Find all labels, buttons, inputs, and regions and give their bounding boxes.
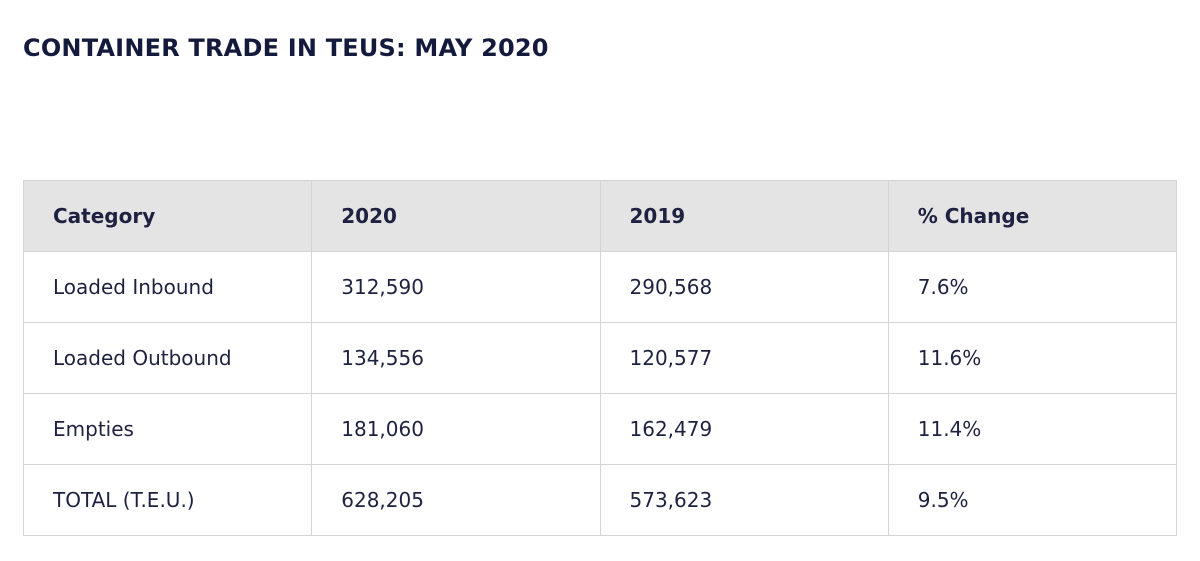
table-row: Loaded Outbound 134,556 120,577 11.6% <box>22 322 1178 394</box>
header-percent-change: % Change <box>887 180 1178 252</box>
cell-2019: 290,568 <box>599 251 889 323</box>
table-row: Empties 181,060 162,479 11.4% <box>22 393 1178 465</box>
cell-2020: 312,590 <box>311 251 601 323</box>
table-row: TOTAL (T.E.U.) 628,205 573,623 9.5% <box>22 464 1178 536</box>
cell-category: TOTAL (T.E.U.) <box>22 464 313 536</box>
cell-2020: 134,556 <box>311 322 601 394</box>
cell-2020: 628,205 <box>311 464 601 536</box>
header-2020: 2020 <box>311 180 601 252</box>
table-header-row: Category 2020 2019 % Change <box>22 180 1178 252</box>
cell-percent-change: 11.4% <box>887 393 1178 465</box>
cell-category: Empties <box>22 393 313 465</box>
cell-percent-change: 9.5% <box>887 464 1178 536</box>
cell-2019: 162,479 <box>599 393 889 465</box>
page-title: CONTAINER TRADE IN TEUS: MAY 2020 <box>23 34 549 62</box>
container-trade-table: Category 2020 2019 % Change Loaded Inbou… <box>22 180 1178 536</box>
header-2019: 2019 <box>599 180 889 252</box>
cell-category: Loaded Inbound <box>22 251 313 323</box>
cell-percent-change: 7.6% <box>887 251 1178 323</box>
cell-2019: 573,623 <box>599 464 889 536</box>
cell-2019: 120,577 <box>599 322 889 394</box>
cell-percent-change: 11.6% <box>887 322 1178 394</box>
cell-2020: 181,060 <box>311 393 601 465</box>
header-category: Category <box>22 180 313 252</box>
cell-category: Loaded Outbound <box>22 322 313 394</box>
table-row: Loaded Inbound 312,590 290,568 7.6% <box>22 251 1178 323</box>
